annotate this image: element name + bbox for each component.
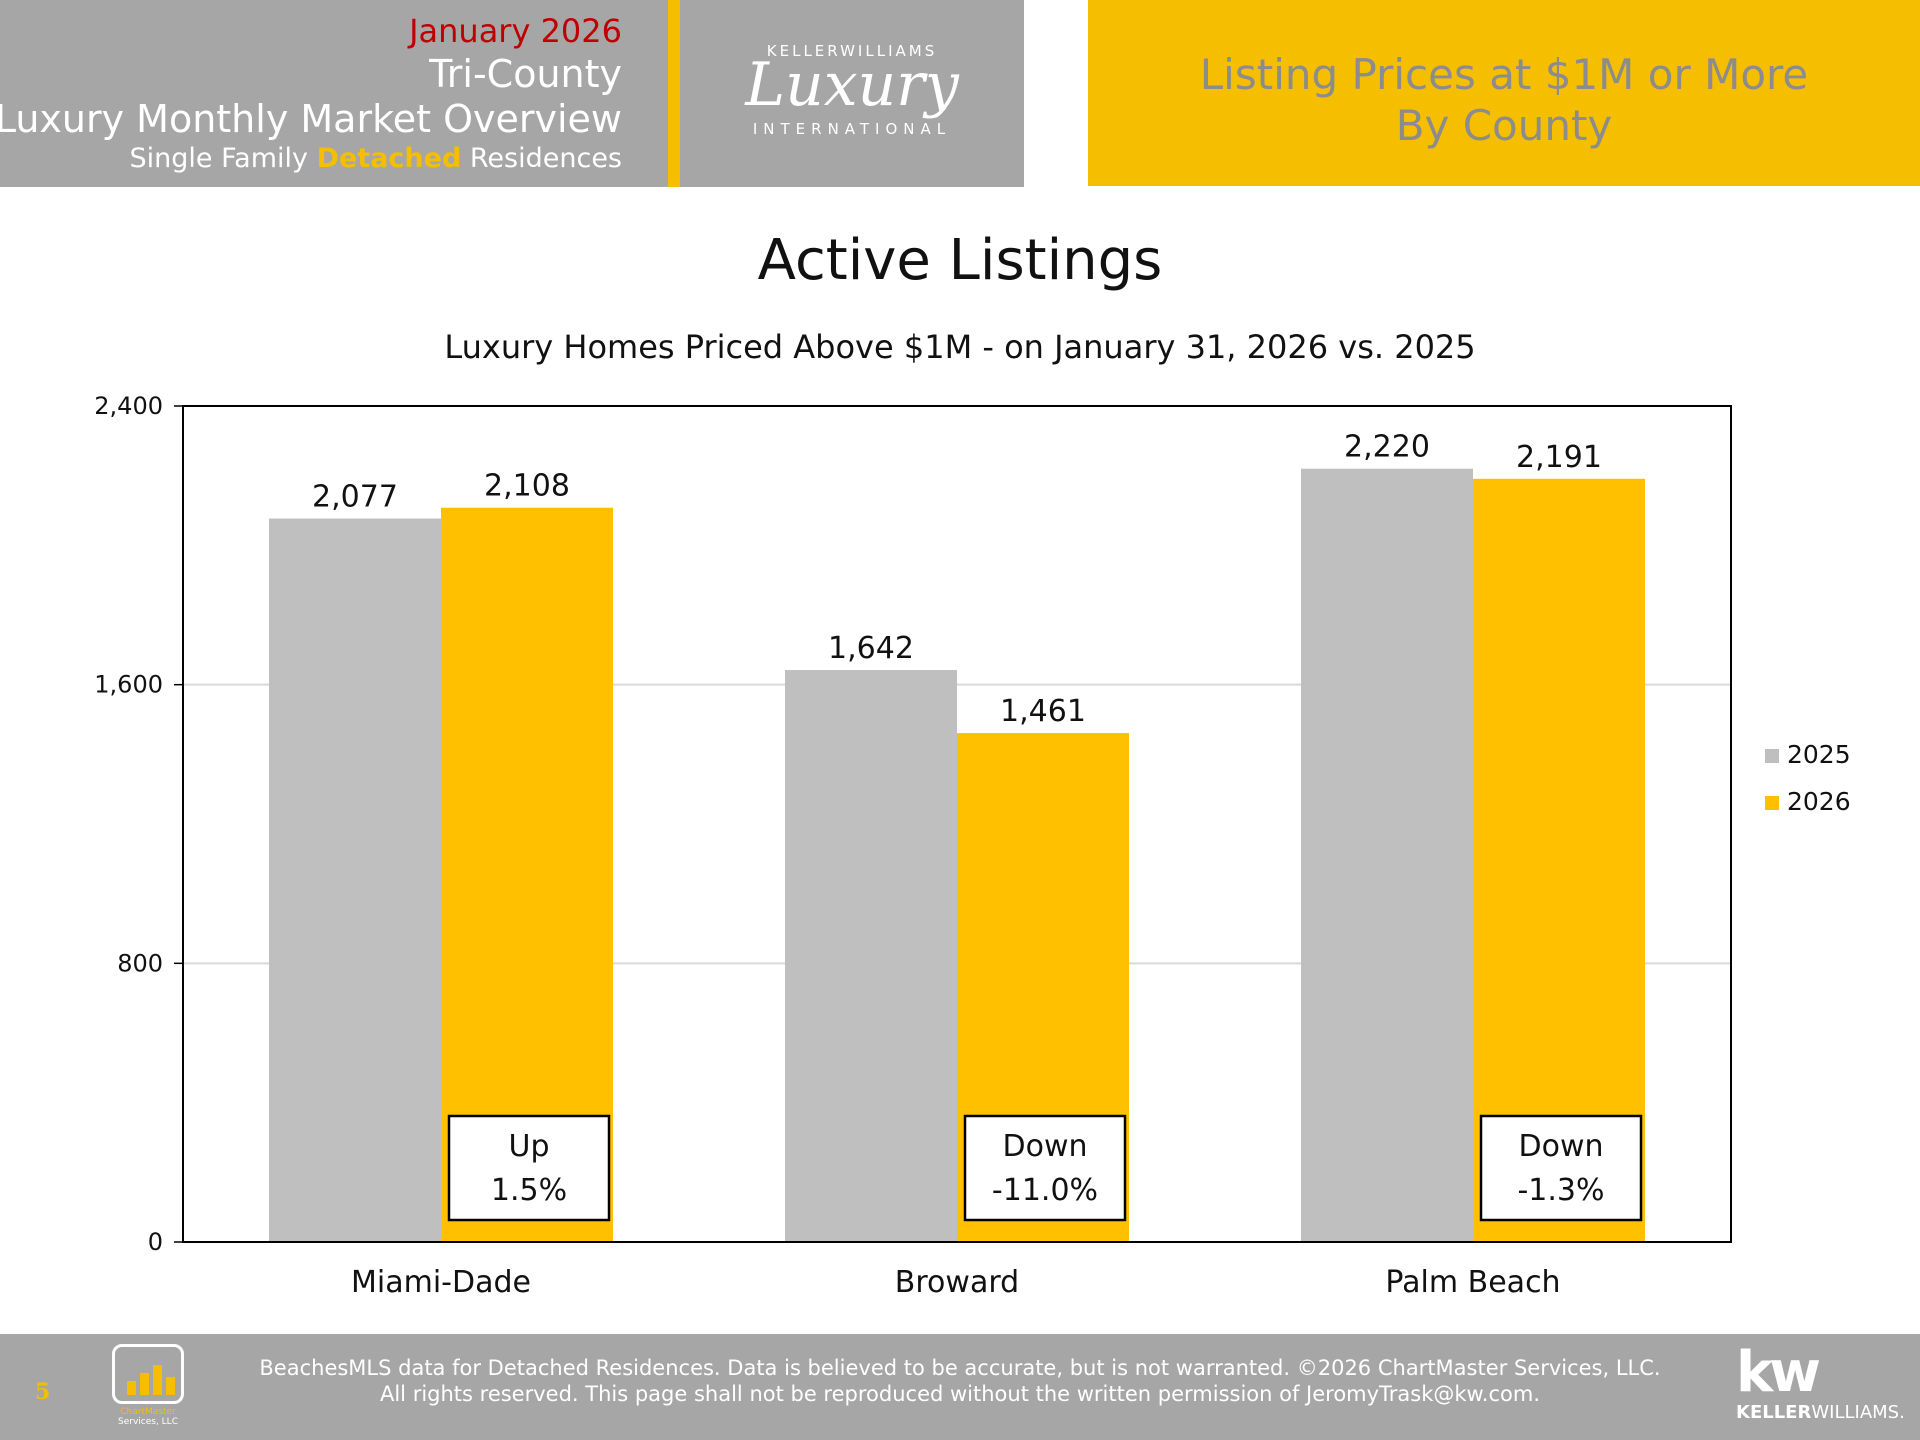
data-label: 1,461 — [1000, 694, 1086, 729]
annotation-percent: 1.5% — [491, 1173, 567, 1208]
annotation-direction: Down — [1518, 1129, 1603, 1164]
data-label: 2,191 — [1516, 440, 1602, 475]
y-tick-label: 0 — [148, 1228, 163, 1256]
subtitle-accent: Detached — [316, 143, 462, 174]
header-divider — [668, 0, 680, 187]
annotation-direction: Up — [508, 1129, 549, 1164]
report-month: January 2026 — [409, 12, 622, 50]
chart-title: Active Listings — [757, 228, 1163, 293]
data-label: 2,220 — [1344, 430, 1430, 465]
kw-logo: kw KELLERWILLIAMS. — [1736, 1340, 1905, 1424]
x-tick-label: Palm Beach — [1385, 1265, 1560, 1300]
data-label: 1,642 — [828, 631, 914, 666]
plot-area-border — [182, 405, 1732, 1243]
chartmaster-suffix: Services, LLC — [118, 1417, 178, 1427]
header-topic-block: Listing Prices at $1M or More By County — [1088, 0, 1920, 186]
y-tick-label: 800 — [117, 949, 163, 977]
chartmaster-logo-icon — [112, 1344, 184, 1404]
topic-line-2: By County — [1395, 101, 1613, 150]
legend-swatch-2025 — [1765, 749, 1779, 763]
report-region: Tri-County — [429, 52, 622, 96]
chartmaster-name: ChartMaster — [120, 1407, 176, 1417]
data-label: 2,108 — [484, 469, 570, 504]
subtitle-prefix: Single Family — [129, 143, 317, 174]
change-annotation-box — [1479, 1114, 1643, 1222]
bar-2025 — [785, 670, 957, 1242]
chart-subtitle: Luxury Homes Priced Above $1M - on Janua… — [444, 328, 1476, 366]
kw-wordmark-bold: KELLER — [1736, 1402, 1812, 1423]
disclaimer-line-2: All rights reserved. This page shall not… — [379, 1382, 1541, 1406]
kw-wordmark-rest: WILLIAMS. — [1811, 1402, 1905, 1423]
legend-label: 2025 — [1787, 740, 1851, 769]
x-tick-label: Miami-Dade — [351, 1265, 531, 1300]
annotation-direction: Down — [1002, 1129, 1087, 1164]
subtitle-suffix: Residences — [461, 143, 622, 174]
logo-top-text: KELLERWILLIAMS — [766, 42, 938, 60]
kw-wordmark: KELLERWILLIAMS. — [1736, 1402, 1905, 1423]
disclaimer-line-1: BeachesMLS data for Detached Residences.… — [259, 1356, 1661, 1380]
y-tick-label: 1,600 — [94, 671, 163, 699]
annotation-percent: -11.0% — [992, 1173, 1098, 1208]
bar-2025 — [269, 518, 441, 1242]
kw-mark: kw — [1736, 1340, 1821, 1405]
kw-luxury-logo: KELLERWILLIAMS Luxury INTERNATIONAL — [680, 0, 1024, 187]
change-annotation-box — [963, 1114, 1127, 1222]
bar-chart: 0 800 1,600 2,400 2,077 2,108 Miami-Dade Up 1.5%… — [94, 392, 1851, 1300]
bar-2025 — [1301, 468, 1473, 1242]
annotation-percent: -1.3% — [1517, 1173, 1604, 1208]
topic-line-1: Listing Prices at $1M or More — [1199, 50, 1809, 99]
header-title-block: January 2026 Tri-County Luxury Monthly M… — [0, 0, 668, 187]
page-number: 5 — [35, 1379, 51, 1405]
chartmaster-logo-text: ChartMaster Services, LLC — [100, 1407, 196, 1427]
legend-swatch-2026 — [1765, 796, 1779, 810]
logo-bottom-text: INTERNATIONAL — [752, 120, 952, 138]
x-tick-label: Broward — [895, 1265, 1019, 1300]
logo-script-text: Luxury — [745, 50, 959, 120]
change-annotation-box — [447, 1114, 611, 1222]
footer: 5 ChartMaster Services, LLC BeachesMLS da… — [0, 1334, 1920, 1440]
legend-label: 2026 — [1787, 787, 1851, 816]
y-tick-label: 2,400 — [94, 392, 163, 420]
report-title: Luxury Monthly Market Overview — [0, 97, 622, 141]
data-label: 2,077 — [312, 480, 398, 515]
report-subtitle: Single Family Detached Residences — [130, 143, 622, 174]
